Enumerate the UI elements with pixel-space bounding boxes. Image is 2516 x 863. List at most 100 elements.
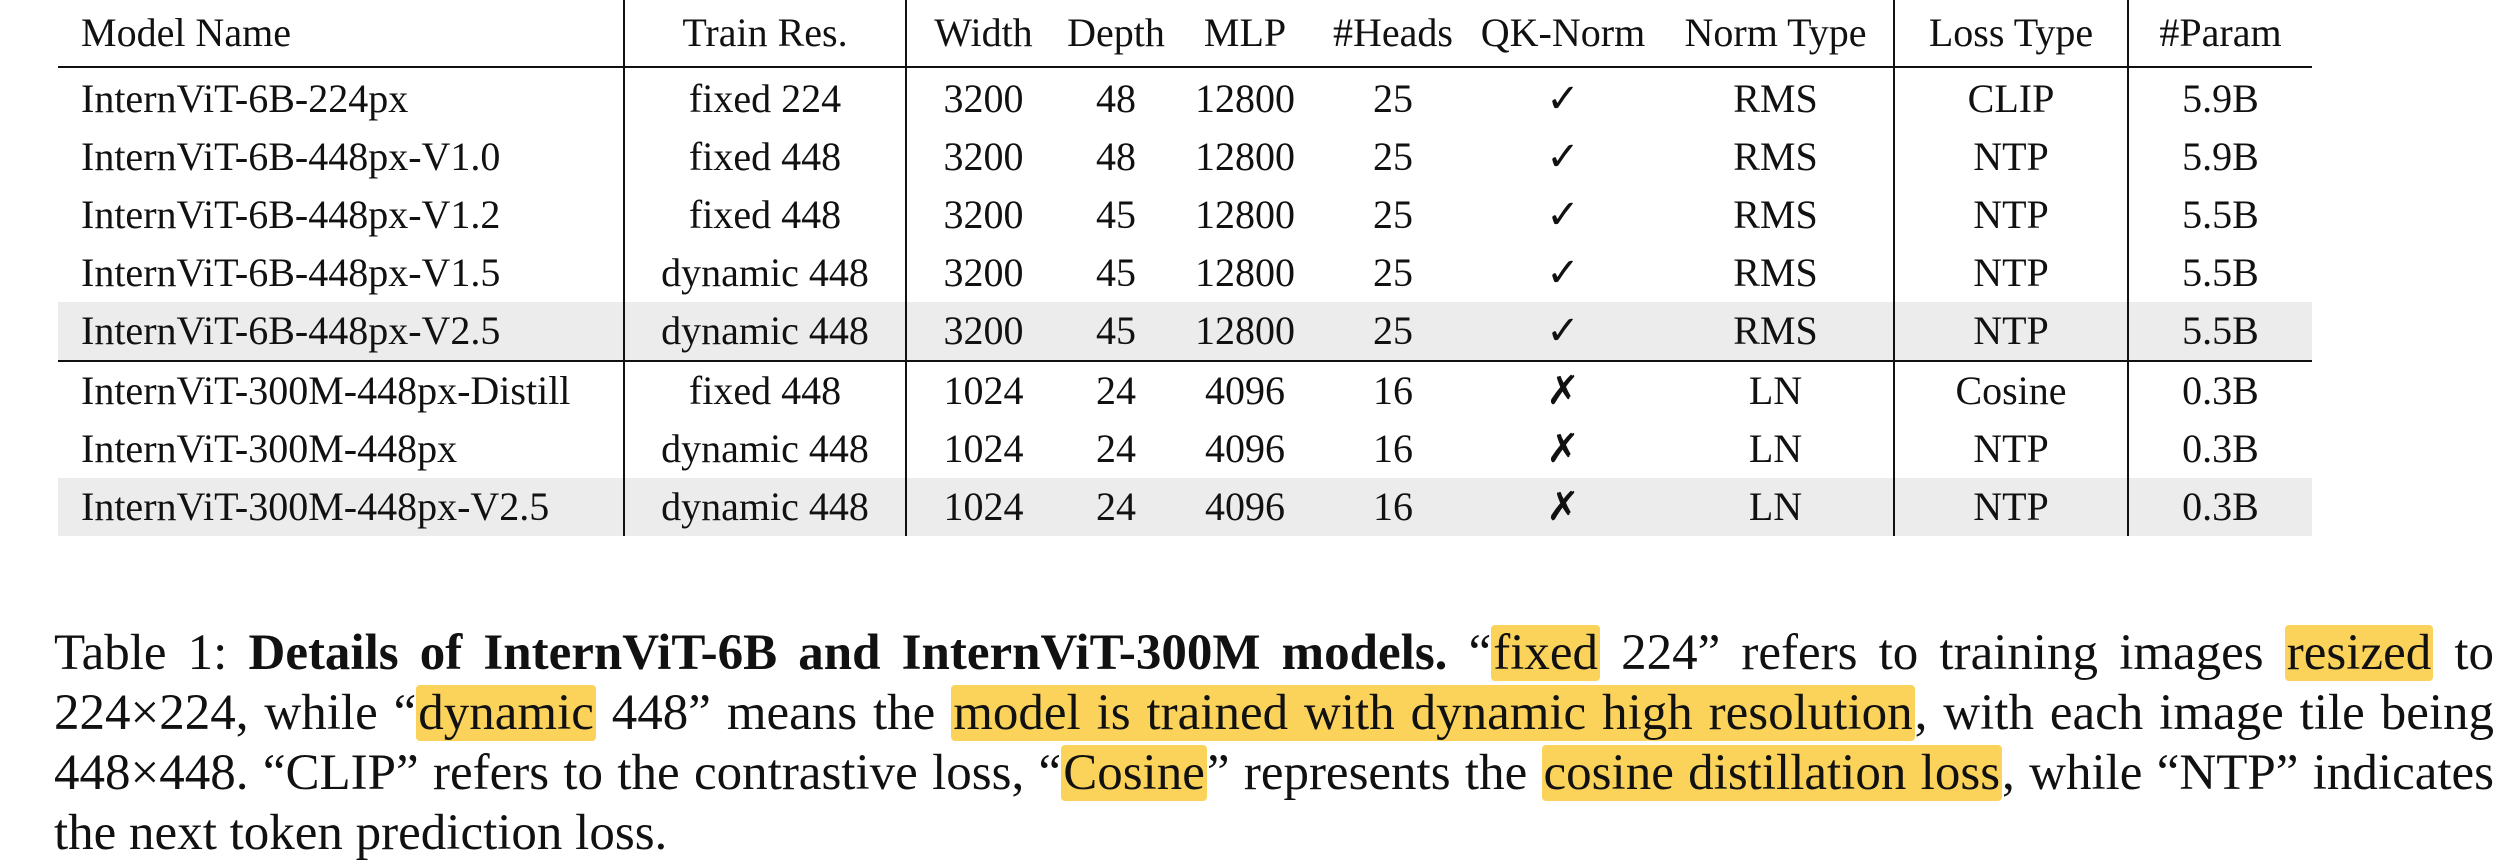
caption-text: 448” means the [595, 685, 952, 741]
cell-depth: 24 [1096, 368, 1136, 413]
header-model-name: Model Name [58, 0, 625, 67]
header-width: Width [934, 10, 1033, 55]
cell-mlp: 12800 [1195, 134, 1295, 179]
cell-depth: 48 [1096, 76, 1136, 121]
cell-norm-type: RMS [1658, 128, 1895, 186]
table-row: InternViT-6B-448px-V1.5 dynamic 448 3200 45… [58, 244, 2312, 302]
table-row: InternViT-300M-448px-V2.5 dynamic 448 1024… [58, 478, 2312, 536]
header-train-res: Train Res. [624, 0, 907, 67]
header-depth: Depth [1067, 10, 1165, 55]
cell-mlp: 12800 [1195, 76, 1295, 121]
caption-text: ” represents the [1206, 745, 1542, 801]
cell-param: 5.5B [2128, 302, 2312, 361]
cell-heads: 25 [1373, 76, 1413, 121]
cell-train-res: fixed 448 [624, 361, 907, 420]
cell-loss-type: CLIP [1894, 67, 2129, 128]
cell-loss-type: NTP [1894, 478, 2129, 536]
cell-loss-type: NTP [1894, 420, 2129, 478]
caption-label: Table 1: [54, 625, 228, 681]
header-qk-norm: QK-Norm [1480, 10, 1646, 55]
cell-norm-type: LN [1658, 420, 1895, 478]
cell-mlp: 12800 [1172, 302, 1318, 361]
cell-heads: 16 [1373, 426, 1413, 471]
model-details-table: Model Name Train Res. Width Depth MLP #H… [58, 0, 2312, 536]
cell-width: 1024 [943, 426, 1024, 471]
cell-heads: 16 [1373, 368, 1413, 413]
cell-model-name: InternViT-6B-448px-V1.0 [58, 128, 625, 186]
cell-train-res: dynamic 448 [624, 244, 907, 302]
cell-qk-norm: ✗ [1546, 426, 1580, 472]
cell-loss-type: Cosine [1894, 361, 2129, 420]
highlighted-text: dynamic [416, 685, 596, 741]
cell-depth: 24 [1060, 478, 1172, 536]
cell-model-name: InternViT-300M-448px-V2.5 [58, 478, 625, 536]
highlighted-text: model is trained with dynamic high resol… [951, 685, 1915, 741]
cell-model-name: InternViT-6B-448px-V1.5 [58, 244, 625, 302]
cell-train-res: fixed 448 [624, 128, 907, 186]
cell-qk-norm: ✓ [1468, 302, 1658, 361]
cell-depth: 45 [1060, 302, 1172, 361]
cell-mlp: 4096 [1172, 478, 1318, 536]
table-header-row: Model Name Train Res. Width Depth MLP #H… [58, 0, 2312, 67]
cell-mlp: 4096 [1205, 426, 1285, 471]
cell-norm-type: RMS [1658, 67, 1895, 128]
header-norm-type: Norm Type [1658, 0, 1895, 67]
caption-text: , with each image tile being 448×448. “C… [54, 685, 2495, 801]
header-heads: #Heads [1333, 10, 1453, 55]
cell-width: 3200 [906, 302, 1060, 361]
cell-qk-norm: ✓ [1546, 250, 1580, 296]
cell-depth: 45 [1096, 250, 1136, 295]
cell-norm-type: LN [1658, 478, 1895, 536]
cell-param: 0.3B [2128, 478, 2312, 536]
caption-body: “fixed 224” refers to training images re… [54, 625, 2494, 861]
cell-param: 5.9B [2182, 76, 2259, 121]
table-caption: Table 1: Details of InternViT-6B and Int… [54, 623, 2494, 863]
cell-width: 1024 [906, 478, 1060, 536]
table-row: InternViT-6B-224px fixed 224 3200 48 12800 25… [58, 67, 2312, 128]
header-param: #Param [2159, 10, 2282, 55]
cell-model-name: InternViT-6B-448px-V2.5 [58, 302, 625, 361]
cell-loss-type: NTP [1894, 128, 2129, 186]
cell-model-name: InternViT-300M-448px [58, 420, 625, 478]
highlighted-text: Cosine [1061, 745, 1207, 801]
cell-param: 0.3B [2182, 368, 2259, 413]
cell-width: 3200 [943, 134, 1024, 179]
cell-heads: 25 [1373, 134, 1413, 179]
cell-depth: 24 [1096, 426, 1136, 471]
highlighted-text: fixed [1491, 625, 1601, 681]
cell-train-res: dynamic 448 [624, 478, 907, 536]
cell-model-name: InternViT-300M-448px-Distill [58, 361, 625, 420]
cell-train-res: dynamic 448 [624, 302, 907, 361]
cell-depth: 48 [1096, 134, 1136, 179]
cell-mlp: 4096 [1205, 368, 1285, 413]
caption-title: Details of InternViT-6B and InternViT-30… [248, 625, 1448, 681]
cell-loss-type: NTP [1894, 186, 2129, 244]
caption-text: “ [1447, 625, 1492, 681]
cell-heads: 16 [1318, 478, 1468, 536]
cell-norm-type: RMS [1658, 244, 1895, 302]
cell-norm-type: RMS [1658, 302, 1895, 361]
cell-train-res: fixed 448 [624, 186, 907, 244]
cell-norm-type: LN [1658, 361, 1895, 420]
cell-train-res: fixed 224 [624, 67, 907, 128]
cell-width: 3200 [943, 76, 1024, 121]
cell-norm-type: RMS [1658, 186, 1895, 244]
cell-depth: 45 [1096, 192, 1136, 237]
cell-qk-norm: ✓ [1546, 192, 1580, 238]
cell-loss-type: NTP [1894, 244, 2129, 302]
cell-width: 1024 [943, 368, 1024, 413]
table-row: InternViT-6B-448px-V1.2 fixed 448 3200 45 12… [58, 186, 2312, 244]
cell-mlp: 12800 [1195, 192, 1295, 237]
cell-heads: 25 [1318, 302, 1468, 361]
cell-heads: 25 [1373, 250, 1413, 295]
cell-width: 3200 [943, 192, 1024, 237]
caption-text: to 224×224, while “ [54, 625, 2495, 741]
cell-qk-norm: ✗ [1468, 478, 1658, 536]
cell-model-name: InternViT-6B-224px [58, 67, 625, 128]
table-row: InternViT-6B-448px-V1.0 fixed 448 3200 48 12… [58, 128, 2312, 186]
table-row: InternViT-300M-448px-Distill fixed 448 102… [58, 361, 2312, 420]
table-row: InternViT-300M-448px dynamic 448 1024 24 409… [58, 420, 2312, 478]
cell-train-res: dynamic 448 [624, 420, 907, 478]
cell-param: 5.5B [2182, 192, 2259, 237]
highlighted-text: cosine distillation loss [1541, 745, 2003, 801]
